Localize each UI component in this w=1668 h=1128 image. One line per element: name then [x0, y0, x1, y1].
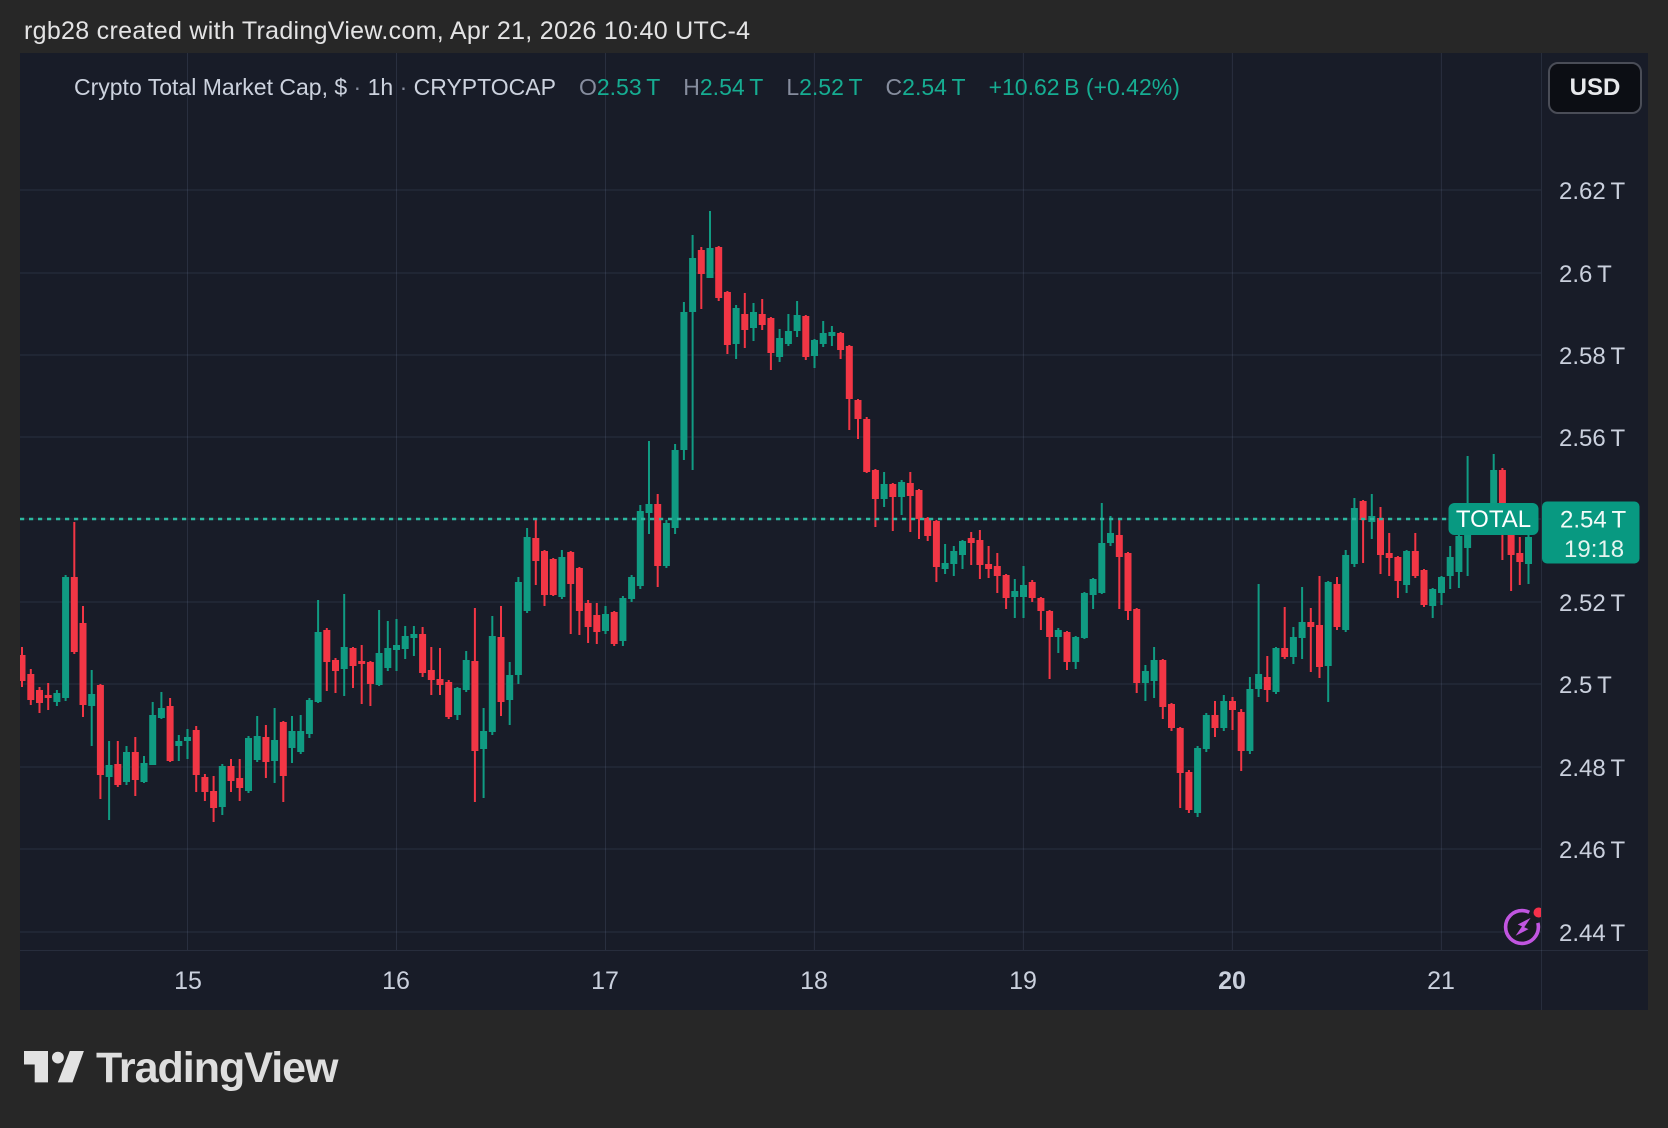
- svg-text:19:18: 19:18: [1564, 536, 1624, 563]
- svg-text:TOTAL: TOTAL: [1456, 506, 1531, 533]
- svg-text:2.54 T: 2.54 T: [1560, 507, 1627, 534]
- svg-text:TradingView: TradingView: [96, 1044, 339, 1092]
